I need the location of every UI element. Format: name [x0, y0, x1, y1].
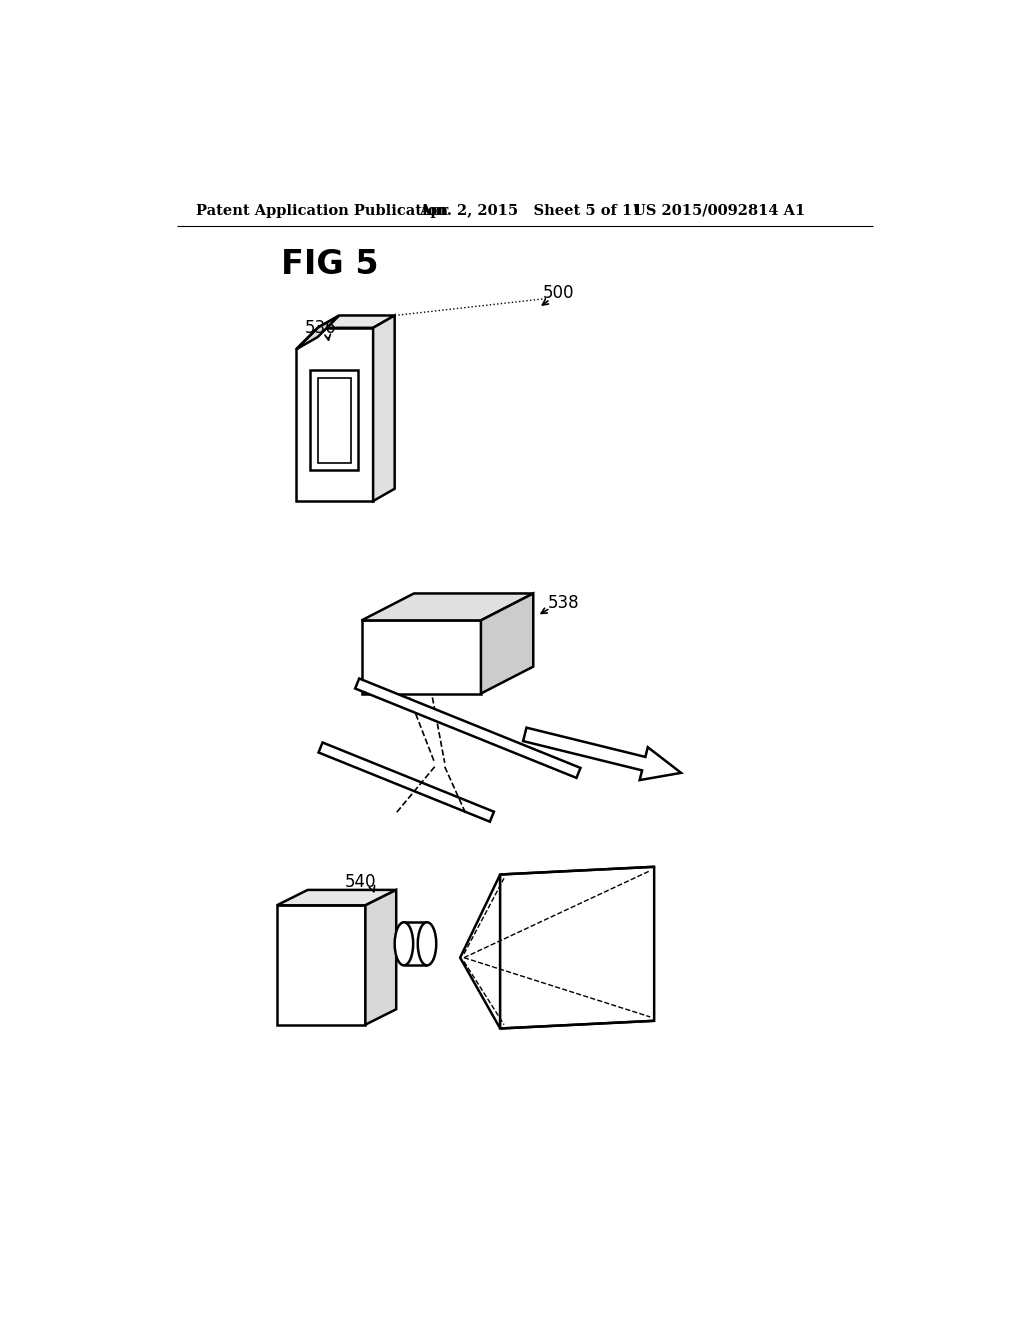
Polygon shape — [317, 378, 351, 462]
Polygon shape — [523, 727, 681, 780]
Text: FIG 5: FIG 5 — [282, 248, 379, 281]
Polygon shape — [276, 906, 366, 1024]
Text: 538: 538 — [548, 594, 580, 612]
Text: US 2015/0092814 A1: US 2015/0092814 A1 — [633, 203, 805, 218]
Polygon shape — [481, 594, 534, 693]
Polygon shape — [276, 890, 396, 906]
Text: 540: 540 — [344, 874, 376, 891]
Polygon shape — [317, 315, 394, 327]
Polygon shape — [366, 890, 396, 1024]
Ellipse shape — [394, 923, 413, 965]
Polygon shape — [310, 370, 358, 470]
Text: Patent Application Publication: Patent Application Publication — [196, 203, 449, 218]
Text: 500: 500 — [543, 284, 574, 302]
Polygon shape — [361, 594, 534, 620]
Ellipse shape — [418, 923, 436, 965]
Polygon shape — [318, 742, 494, 822]
Polygon shape — [355, 678, 581, 777]
Text: 536: 536 — [305, 319, 337, 337]
Text: Apr. 2, 2015   Sheet 5 of 11: Apr. 2, 2015 Sheet 5 of 11 — [419, 203, 643, 218]
Polygon shape — [373, 315, 394, 502]
Polygon shape — [296, 315, 339, 350]
Polygon shape — [296, 327, 373, 502]
Polygon shape — [361, 620, 481, 693]
Polygon shape — [500, 867, 654, 1028]
Polygon shape — [460, 875, 500, 1028]
